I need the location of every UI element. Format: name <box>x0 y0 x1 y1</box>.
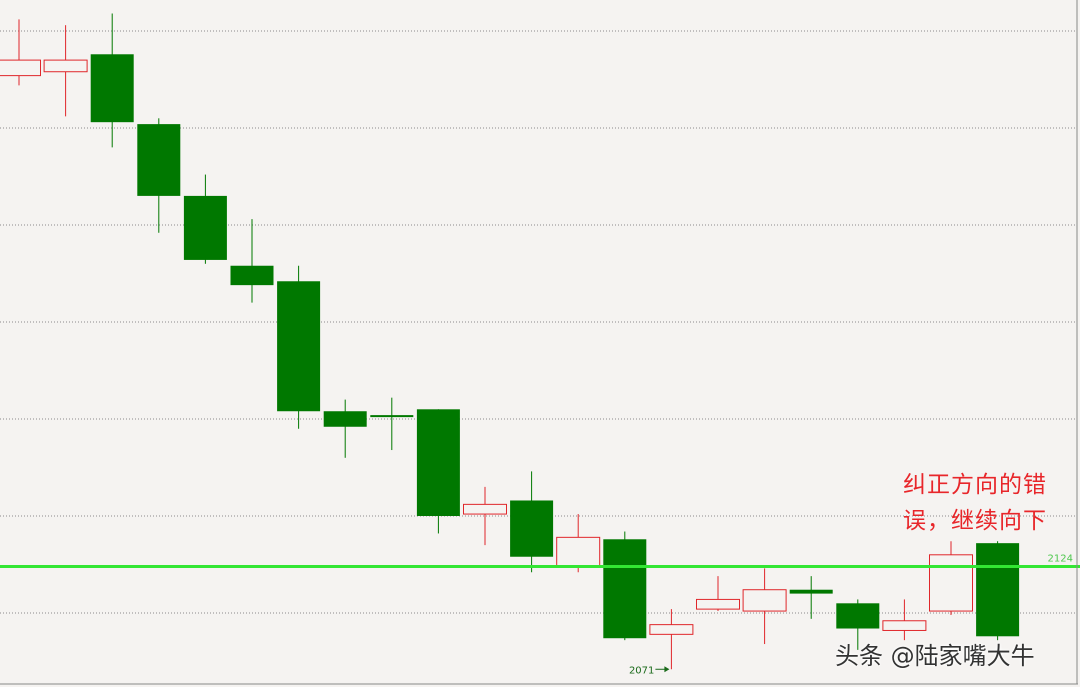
reference-line-label: 2124 <box>1048 553 1073 564</box>
candle-22 <box>976 541 1020 641</box>
candle-body <box>370 415 414 418</box>
candle-body <box>323 411 367 427</box>
annotation-line-2: 误，继续向下 <box>903 508 1047 534</box>
candle-16 <box>696 576 740 612</box>
candle-7 <box>277 265 321 429</box>
candle-body <box>882 620 927 631</box>
candle-21 <box>929 541 973 615</box>
low-marker-arrow-icon <box>655 666 670 673</box>
candle-9 <box>370 397 414 451</box>
candle-11 <box>463 486 507 546</box>
candle-body <box>183 195 227 260</box>
candle-18 <box>789 576 833 619</box>
candle-body <box>90 54 134 123</box>
candle-body <box>836 603 880 629</box>
candle-body <box>43 59 88 73</box>
annotation: 纠正方向的错 误，继续向下 <box>903 467 1047 539</box>
arrow-head <box>664 666 670 673</box>
annotation-line-1: 纠正方向的错 <box>903 472 1047 498</box>
candle-body <box>277 281 321 412</box>
candle-body <box>789 589 833 594</box>
candle-2 <box>43 25 88 117</box>
candle-15 <box>649 609 694 670</box>
candle-body <box>137 124 181 196</box>
candle-5 <box>183 174 227 264</box>
candle-1 <box>0 19 41 86</box>
candle-13 <box>556 514 601 573</box>
candle-body <box>976 543 1020 637</box>
candle-6 <box>230 219 274 303</box>
candle-body <box>510 500 554 557</box>
candle-body <box>230 265 274 286</box>
candle-3 <box>90 13 134 148</box>
candle-body <box>696 598 740 610</box>
candle-body <box>742 589 787 612</box>
candle-12 <box>510 471 554 573</box>
candle-17 <box>742 568 787 645</box>
candle-14 <box>603 531 647 641</box>
candle-body <box>556 536 601 567</box>
candle-body <box>463 503 507 515</box>
candle-body <box>929 554 973 612</box>
candle-4 <box>137 118 181 233</box>
candle-20 <box>882 599 927 641</box>
candle-body <box>649 624 694 635</box>
candle-10 <box>416 409 460 534</box>
candle-body <box>0 59 41 77</box>
watermark: 头条 @陆家嘴大牛 <box>835 642 1035 670</box>
candle-8 <box>323 399 367 458</box>
candle-body <box>416 409 460 516</box>
candle-19 <box>836 599 880 650</box>
candle-body <box>603 539 647 639</box>
candles <box>0 13 1020 670</box>
low-marker-label: 2071 <box>629 665 654 676</box>
